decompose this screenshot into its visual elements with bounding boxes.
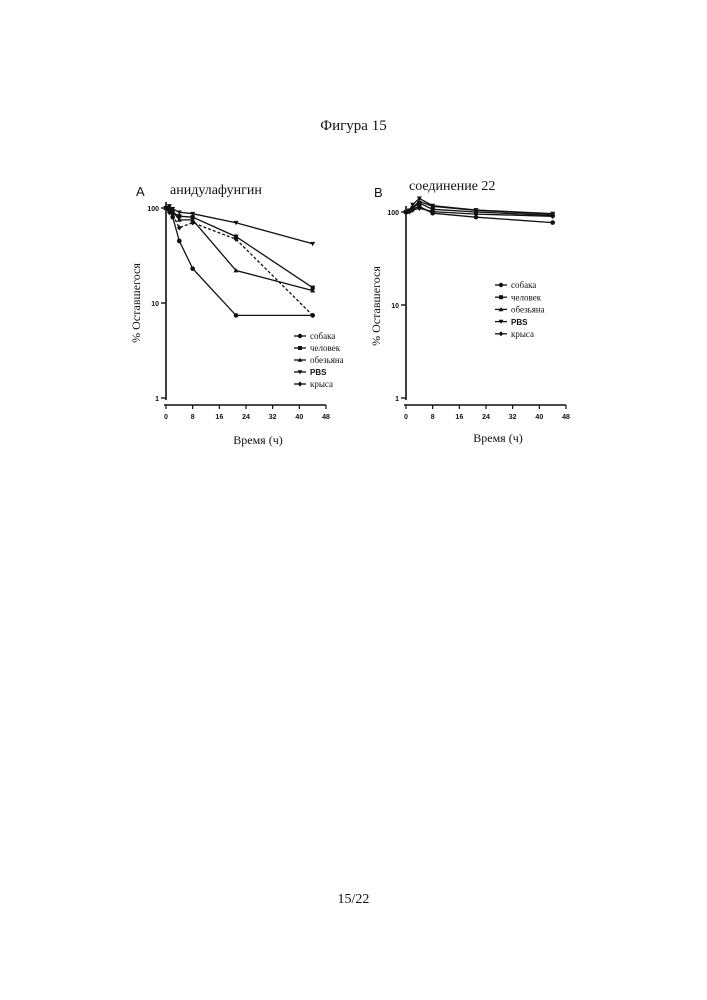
legend-marker: [298, 381, 302, 386]
x-axis-label: Время (ч): [473, 431, 522, 445]
legend-item: обезьяна: [294, 355, 344, 365]
x-tick-label: 24: [242, 414, 250, 421]
legend-label: обезьяна: [310, 355, 344, 365]
legend-item: крыса: [495, 329, 534, 339]
legend-item: собака: [495, 280, 536, 290]
legend-item: PBS: [294, 368, 327, 377]
series-0: [164, 206, 315, 318]
legend-item: обезьяна: [495, 305, 545, 315]
y-axis-label: % Оставшегося: [129, 263, 143, 343]
series-1: [404, 201, 555, 218]
y-axis-label: % Оставшегося: [369, 266, 383, 346]
x-tick-label: 48: [322, 414, 330, 421]
data-point: [310, 242, 315, 246]
x-tick-label: 40: [295, 414, 303, 421]
panel-letter: B: [374, 185, 383, 200]
series-2: [163, 205, 315, 292]
chart-title: соединение 22: [409, 179, 495, 194]
legend-label: крыса: [310, 379, 333, 389]
legend-marker: [298, 334, 302, 338]
data-point: [190, 266, 195, 271]
y-tick-label: 10: [151, 301, 159, 308]
x-tick-label: 8: [431, 414, 435, 421]
x-tick-label: 32: [509, 414, 517, 421]
x-tick-label: 24: [482, 414, 490, 421]
x-tick-label: 16: [455, 414, 463, 421]
series-line: [166, 208, 313, 291]
data-point: [177, 239, 182, 244]
legend-label: человек: [511, 292, 542, 302]
legend-item: человек: [294, 343, 341, 353]
panel-letter: A: [136, 184, 145, 199]
x-tick-label: 0: [164, 414, 168, 421]
x-tick-label: 0: [404, 414, 408, 421]
series-4: [164, 205, 315, 318]
y-tick-label: 100: [387, 210, 399, 217]
legend-label: собака: [310, 331, 335, 341]
x-tick-label: 40: [535, 414, 543, 421]
data-point: [550, 220, 555, 225]
legend-item: собака: [294, 331, 335, 341]
legend-marker: [499, 283, 503, 287]
legend-item: PBS: [495, 318, 528, 327]
legend: собака человек обезьяна PBS крыса: [294, 331, 344, 389]
legend-item: крыса: [294, 379, 333, 389]
y-tick-label: 10: [391, 303, 399, 310]
y-tick-label: 100: [147, 206, 159, 213]
legend-marker: [499, 331, 503, 336]
page-number: 15/22: [0, 892, 707, 908]
x-axis-label: Время (ч): [233, 433, 282, 447]
x-tick-label: 8: [191, 414, 195, 421]
legend-label: PBS: [511, 318, 528, 327]
legend-item: человек: [495, 292, 542, 302]
x-tick-label: 32: [269, 414, 277, 421]
legend-marker: [298, 346, 302, 350]
legend-label: крыса: [511, 329, 534, 339]
chart-panel-a: 1 10 100 0 8 16 24 32 40 48 Aанидулафунгин % Оставш…: [129, 183, 344, 447]
series-1: [164, 206, 315, 290]
y-tick-label: 1: [395, 396, 399, 403]
legend-label: обезьяна: [511, 305, 545, 315]
x-tick-label: 48: [562, 414, 570, 421]
legend-label: человек: [310, 343, 341, 353]
data-point: [234, 313, 239, 318]
legend: собака человек обезьяна PBS крыса: [495, 280, 545, 339]
y-tick-label: 1: [155, 396, 159, 403]
chart-panel-b: 1 10 100 0 8 16 24 32 40 48 Bсоединение 22 % Оставш…: [369, 179, 570, 445]
legend-marker: [499, 295, 503, 299]
chart-title: анидулафунгин: [170, 183, 262, 198]
legend-label: PBS: [310, 368, 327, 377]
legend-label: собака: [511, 280, 536, 290]
x-tick-label: 16: [215, 414, 223, 421]
